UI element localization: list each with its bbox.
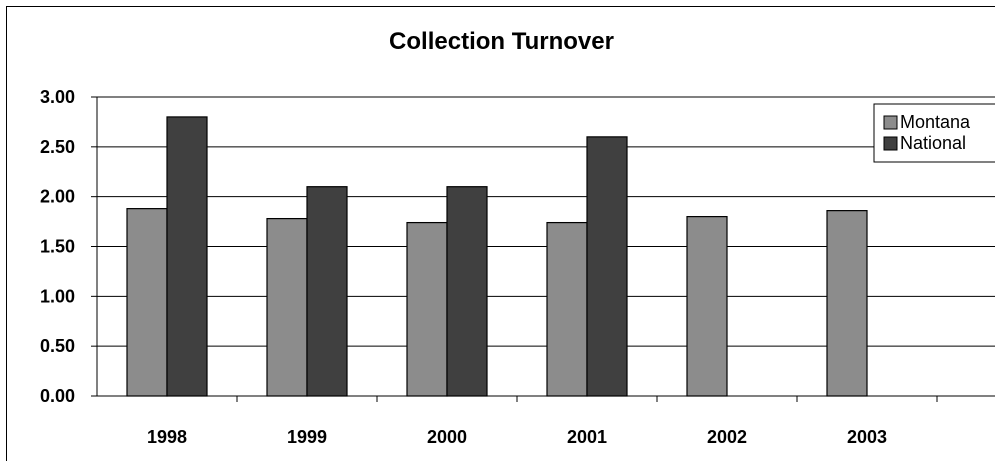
bar-national-1998 (166, 116, 208, 397)
x-tick-label: 2002 (707, 427, 747, 447)
y-tick-label: 1.00 (40, 286, 75, 306)
bar-montana-1999 (266, 217, 308, 397)
bar-national-2000 (446, 186, 488, 397)
legend-swatch-national (883, 136, 898, 151)
bar-national-1999 (306, 186, 348, 397)
y-tick-label: 2.50 (40, 137, 75, 157)
legend-box (873, 103, 995, 163)
y-tick-label: 0.00 (40, 386, 75, 406)
x-tick-label: 2003 (847, 427, 887, 447)
x-tick-label: 1998 (147, 427, 187, 447)
y-tick-label: 0.50 (40, 336, 75, 356)
legend-swatch-montana (883, 115, 898, 130)
bar-montana-2001 (546, 221, 588, 397)
legend-label-montana: Montana (900, 112, 971, 132)
x-tick-label: 2000 (427, 427, 467, 447)
y-tick-label: 3.00 (40, 87, 75, 107)
bar-montana-1998 (126, 208, 168, 397)
chart-title: Collection Turnover (389, 28, 614, 55)
y-tick-label: 1.50 (40, 237, 75, 257)
bar-montana-2000 (406, 221, 448, 397)
bar-national-2001 (586, 136, 628, 397)
bar-montana-2002 (686, 216, 728, 397)
bar-montana-2003 (826, 210, 868, 397)
x-tick-label: 1999 (287, 427, 327, 447)
y-tick-label: 2.00 (40, 187, 75, 207)
chart-frame: Collection Turnover 0.00 0.50 1.00 1.50 2.00… (6, 6, 995, 461)
legend-label-national: National (900, 133, 966, 153)
x-tick-label: 2001 (567, 427, 607, 447)
chart-svg: 0.00 0.50 1.00 1.50 2.00 2.50 3.00 1998 1999 2000… (40, 87, 995, 447)
